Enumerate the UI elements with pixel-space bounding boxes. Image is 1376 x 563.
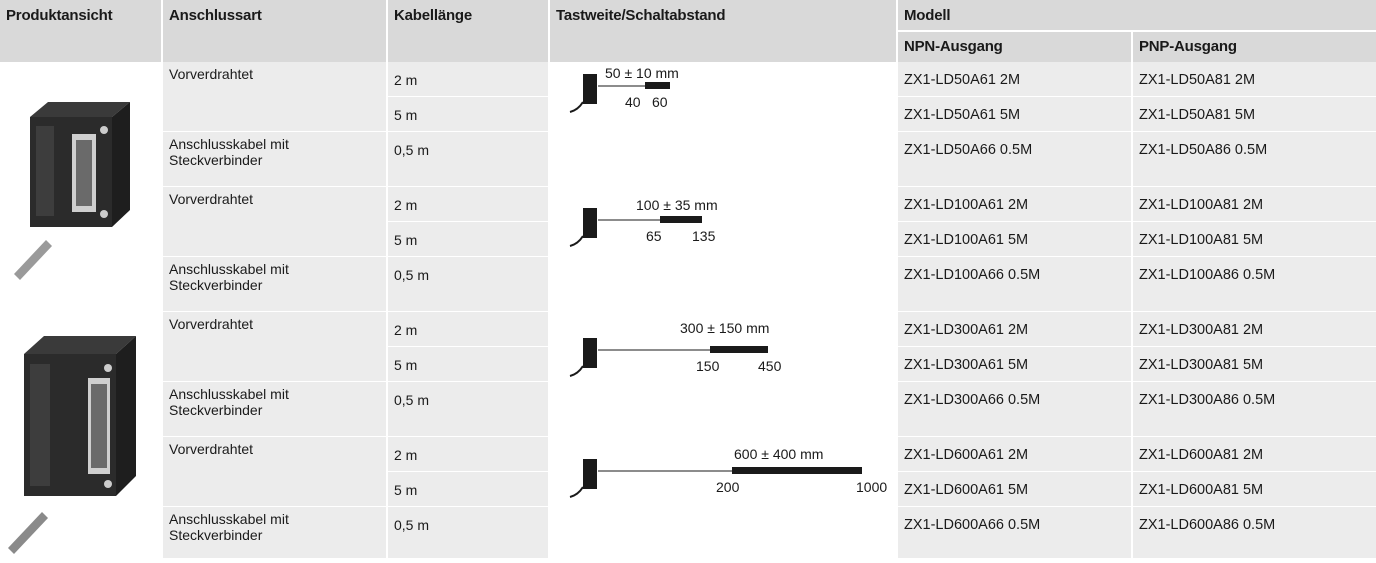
sensor-body-icon xyxy=(583,338,597,368)
kabellaenge-cell: 0,5 m xyxy=(388,382,548,436)
sensor-photo-icon xyxy=(8,336,136,554)
model-pnp-cell: ZX1-LD50A81 2M xyxy=(1133,62,1376,96)
header-kabellaenge: Kabellänge xyxy=(388,0,548,62)
kabellaenge-cell: 5 m xyxy=(388,97,548,131)
anschlussart-cell: Anschlusskabel mit Steckverbinder xyxy=(163,507,386,558)
model-npn-cell: ZX1-LD600A61 5M xyxy=(898,472,1131,506)
range-min-label: 65 xyxy=(646,228,662,244)
model-npn-cell: ZX1-LD100A61 2M xyxy=(898,187,1131,221)
model-npn-cell: ZX1-LD300A61 5M xyxy=(898,347,1131,381)
model-npn-cell: ZX1-LD50A61 2M xyxy=(898,62,1131,96)
range-max-label: 450 xyxy=(758,358,782,374)
model-npn-cell: ZX1-LD600A61 2M xyxy=(898,437,1131,471)
range-min-label: 150 xyxy=(696,358,720,374)
range-label: 50 ± 10 mm xyxy=(605,65,679,81)
anschlussart-cell: Vorverdrahtet xyxy=(163,312,386,381)
model-npn-cell: ZX1-LD300A61 2M xyxy=(898,312,1131,346)
header-produktansicht: Produktansicht xyxy=(0,0,161,62)
kabellaenge-cell: 2 m xyxy=(388,62,548,96)
kabellaenge-cell: 2 m xyxy=(388,187,548,221)
model-npn-cell: ZX1-LD300A66 0.5M xyxy=(898,382,1131,436)
sensor-body-icon xyxy=(583,459,597,489)
header-pnp: PNP-Ausgang xyxy=(1133,32,1376,62)
kabellaenge-cell: 5 m xyxy=(388,222,548,256)
kabellaenge-cell: 5 m xyxy=(388,347,548,381)
header-tastweite: Tastweite/Schaltabstand xyxy=(550,0,896,62)
range-min-label: 40 xyxy=(625,94,641,110)
range-max-label: 60 xyxy=(652,94,668,110)
anschlussart-cell: Vorverdrahtet xyxy=(163,187,386,256)
range-bar xyxy=(710,346,768,353)
kabellaenge-cell: 0,5 m xyxy=(388,507,548,558)
sensor-body-icon xyxy=(583,74,597,104)
range-min-label: 200 xyxy=(716,479,740,495)
range-diagram-svg: 600 ± 400 mm 200 1000 xyxy=(569,446,887,498)
model-npn-cell: ZX1-LD50A66 0.5M xyxy=(898,132,1131,186)
model-pnp-cell: ZX1-LD300A86 0.5M xyxy=(1133,382,1376,436)
cable-icon xyxy=(569,365,584,377)
model-pnp-cell: ZX1-LD100A86 0.5M xyxy=(1133,257,1376,311)
range-bar xyxy=(732,467,862,474)
model-npn-cell: ZX1-LD50A61 5M xyxy=(898,97,1131,131)
anschlussart-cell: Vorverdrahtet xyxy=(163,437,386,506)
anschlussart-cell: Vorverdrahtet xyxy=(163,62,386,131)
range-diagram-4: 600 ± 400 mm 200 1000 xyxy=(550,437,896,558)
header-npn: NPN-Ausgang xyxy=(898,32,1131,62)
sensor-photo-icon xyxy=(14,102,130,280)
anschlussart-cell: Anschlusskabel mit Steckverbinder xyxy=(163,257,386,311)
range-diagram-3: 300 ± 150 mm 150 450 xyxy=(550,312,896,436)
range-label: 100 ± 35 mm xyxy=(636,197,718,213)
model-pnp-cell: ZX1-LD100A81 5M xyxy=(1133,222,1376,256)
anschlussart-cell: Anschlusskabel mit Steckverbinder xyxy=(163,132,386,186)
range-max-label: 1000 xyxy=(856,479,887,495)
product-photo-2 xyxy=(0,312,161,558)
sensor-body-icon xyxy=(583,208,597,238)
kabellaenge-cell: 2 m xyxy=(388,437,548,471)
model-pnp-cell: ZX1-LD300A81 5M xyxy=(1133,347,1376,381)
range-label: 600 ± 400 mm xyxy=(734,446,823,462)
range-bar xyxy=(660,216,702,223)
model-pnp-cell: ZX1-LD50A86 0.5M xyxy=(1133,132,1376,186)
kabellaenge-cell: 0,5 m xyxy=(388,257,548,311)
range-diagram-2: 100 ± 35 mm 65 135 xyxy=(550,187,896,311)
range-label: 300 ± 150 mm xyxy=(680,320,769,336)
model-pnp-cell: ZX1-LD100A81 2M xyxy=(1133,187,1376,221)
header-anschlussart: Anschlussart xyxy=(163,0,386,62)
cable-icon xyxy=(569,486,584,498)
kabellaenge-cell: 0,5 m xyxy=(388,132,548,186)
range-diagram-1: 50 ± 10 mm 40 60 xyxy=(550,62,896,186)
model-npn-cell: ZX1-LD100A66 0.5M xyxy=(898,257,1131,311)
range-diagram-svg: 100 ± 35 mm 65 135 xyxy=(569,197,718,247)
range-bar xyxy=(645,82,670,89)
kabellaenge-cell: 2 m xyxy=(388,312,548,346)
range-diagram-svg: 300 ± 150 mm 150 450 xyxy=(569,320,782,377)
cable-icon xyxy=(569,101,584,113)
cable-icon xyxy=(569,235,584,247)
anschlussart-cell: Anschlusskabel mit Steckverbinder xyxy=(163,382,386,436)
model-pnp-cell: ZX1-LD600A81 2M xyxy=(1133,437,1376,471)
product-photo-1 xyxy=(0,62,161,310)
model-pnp-cell: ZX1-LD600A86 0.5M xyxy=(1133,507,1376,558)
range-diagram-svg: 50 ± 10 mm 40 60 xyxy=(569,65,679,113)
model-pnp-cell: ZX1-LD50A81 5M xyxy=(1133,97,1376,131)
kabellaenge-cell: 5 m xyxy=(388,472,548,506)
header-modell: Modell xyxy=(898,0,1376,30)
model-pnp-cell: ZX1-LD300A81 2M xyxy=(1133,312,1376,346)
range-max-label: 135 xyxy=(692,228,716,244)
model-npn-cell: ZX1-LD600A66 0.5M xyxy=(898,507,1131,558)
model-pnp-cell: ZX1-LD600A81 5M xyxy=(1133,472,1376,506)
model-npn-cell: ZX1-LD100A61 5M xyxy=(898,222,1131,256)
